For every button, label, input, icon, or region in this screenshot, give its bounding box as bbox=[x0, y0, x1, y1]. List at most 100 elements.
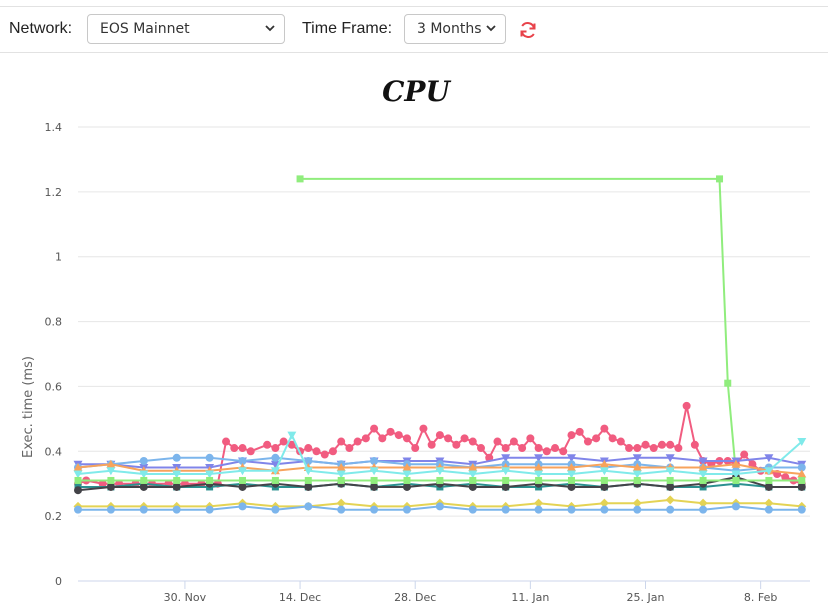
data-point[interactable] bbox=[797, 505, 806, 514]
data-point[interactable] bbox=[427, 440, 436, 449]
data-point[interactable] bbox=[632, 498, 642, 508]
data-point[interactable] bbox=[345, 444, 354, 453]
data-point[interactable] bbox=[764, 467, 774, 476]
data-point[interactable] bbox=[740, 450, 749, 459]
data-point[interactable] bbox=[600, 476, 608, 484]
data-point[interactable] bbox=[73, 463, 83, 471]
data-point[interactable] bbox=[139, 470, 149, 479]
data-point[interactable] bbox=[666, 482, 675, 491]
data-point[interactable] bbox=[567, 476, 575, 484]
data-point[interactable] bbox=[444, 434, 453, 443]
data-point[interactable] bbox=[370, 482, 379, 491]
data-point[interactable] bbox=[698, 463, 708, 471]
data-point[interactable] bbox=[304, 444, 313, 453]
data-point[interactable] bbox=[303, 467, 313, 476]
data-point[interactable] bbox=[731, 470, 741, 479]
data-point[interactable] bbox=[501, 482, 510, 491]
data-point[interactable] bbox=[304, 476, 312, 484]
data-point[interactable] bbox=[402, 470, 412, 479]
data-point[interactable] bbox=[566, 463, 576, 471]
data-point[interactable] bbox=[534, 454, 544, 463]
data-point[interactable] bbox=[402, 463, 412, 471]
data-point[interactable] bbox=[237, 467, 247, 476]
data-point[interactable] bbox=[287, 440, 296, 449]
data-point[interactable] bbox=[205, 453, 214, 462]
data-point[interactable] bbox=[632, 463, 642, 471]
data-point[interactable] bbox=[140, 476, 148, 484]
data-point[interactable] bbox=[246, 447, 255, 456]
data-point[interactable] bbox=[732, 476, 740, 484]
data-point[interactable] bbox=[599, 459, 609, 468]
data-point[interactable] bbox=[534, 505, 543, 514]
data-point[interactable] bbox=[402, 434, 411, 443]
data-point[interactable] bbox=[402, 505, 411, 514]
data-point[interactable] bbox=[468, 505, 477, 514]
data-point[interactable] bbox=[509, 437, 518, 446]
data-point[interactable] bbox=[320, 450, 329, 459]
data-point[interactable] bbox=[172, 453, 181, 462]
data-point[interactable] bbox=[394, 431, 403, 440]
data-point[interactable] bbox=[566, 454, 576, 463]
data-point[interactable] bbox=[666, 505, 675, 514]
data-point[interactable] bbox=[567, 505, 576, 514]
data-point[interactable] bbox=[567, 482, 576, 491]
data-point[interactable] bbox=[501, 444, 510, 453]
data-point[interactable] bbox=[592, 434, 601, 443]
data-point[interactable] bbox=[361, 434, 370, 443]
data-point[interactable] bbox=[270, 467, 280, 476]
data-point[interactable] bbox=[542, 447, 551, 456]
data-point[interactable] bbox=[263, 440, 272, 449]
data-point[interactable] bbox=[724, 379, 732, 387]
data-point[interactable] bbox=[271, 505, 280, 514]
data-point[interactable] bbox=[435, 431, 444, 440]
data-point[interactable] bbox=[106, 459, 116, 468]
data-point[interactable] bbox=[337, 505, 346, 514]
data-point[interactable] bbox=[665, 454, 675, 463]
data-point[interactable] bbox=[518, 444, 527, 453]
data-point[interactable] bbox=[452, 440, 461, 449]
data-point[interactable] bbox=[699, 505, 708, 514]
data-point[interactable] bbox=[764, 454, 774, 463]
data-point[interactable] bbox=[304, 482, 313, 491]
data-point[interactable] bbox=[411, 444, 420, 453]
data-point[interactable] bbox=[419, 424, 428, 433]
data-point[interactable] bbox=[296, 175, 304, 183]
data-point[interactable] bbox=[73, 470, 83, 479]
data-point[interactable] bbox=[98, 479, 107, 488]
data-point[interactable] bbox=[172, 470, 182, 479]
data-point[interactable] bbox=[336, 498, 346, 508]
data-point[interactable] bbox=[765, 476, 773, 484]
refresh-icon[interactable] bbox=[518, 20, 538, 40]
data-point[interactable] bbox=[402, 482, 411, 491]
data-point[interactable] bbox=[600, 424, 609, 433]
data-point[interactable] bbox=[312, 447, 321, 456]
data-point[interactable] bbox=[270, 460, 280, 469]
timeframe-select[interactable]: 3 Months bbox=[404, 14, 506, 44]
data-point[interactable] bbox=[328, 447, 337, 456]
data-point[interactable] bbox=[798, 476, 806, 484]
data-point[interactable] bbox=[172, 505, 181, 514]
data-point[interactable] bbox=[386, 427, 395, 436]
data-point[interactable] bbox=[378, 434, 387, 443]
data-point[interactable] bbox=[764, 498, 774, 508]
data-point[interactable] bbox=[665, 495, 675, 505]
data-point[interactable] bbox=[106, 482, 115, 491]
data-point[interactable] bbox=[106, 505, 115, 514]
data-point[interactable] bbox=[205, 470, 215, 479]
data-point[interactable] bbox=[238, 482, 247, 491]
data-point[interactable] bbox=[666, 476, 674, 484]
data-point[interactable] bbox=[271, 453, 280, 462]
data-point[interactable] bbox=[370, 505, 379, 514]
data-point[interactable] bbox=[469, 476, 477, 484]
data-point[interactable] bbox=[222, 437, 231, 446]
data-point[interactable] bbox=[369, 467, 379, 476]
data-point[interactable] bbox=[436, 476, 444, 484]
data-point[interactable] bbox=[271, 476, 279, 484]
data-point[interactable] bbox=[608, 434, 617, 443]
data-point[interactable] bbox=[271, 444, 280, 453]
data-point[interactable] bbox=[566, 470, 576, 479]
data-point[interactable] bbox=[468, 463, 478, 471]
data-point[interactable] bbox=[139, 505, 148, 514]
data-point[interactable] bbox=[501, 505, 510, 514]
data-point[interactable] bbox=[435, 502, 444, 511]
